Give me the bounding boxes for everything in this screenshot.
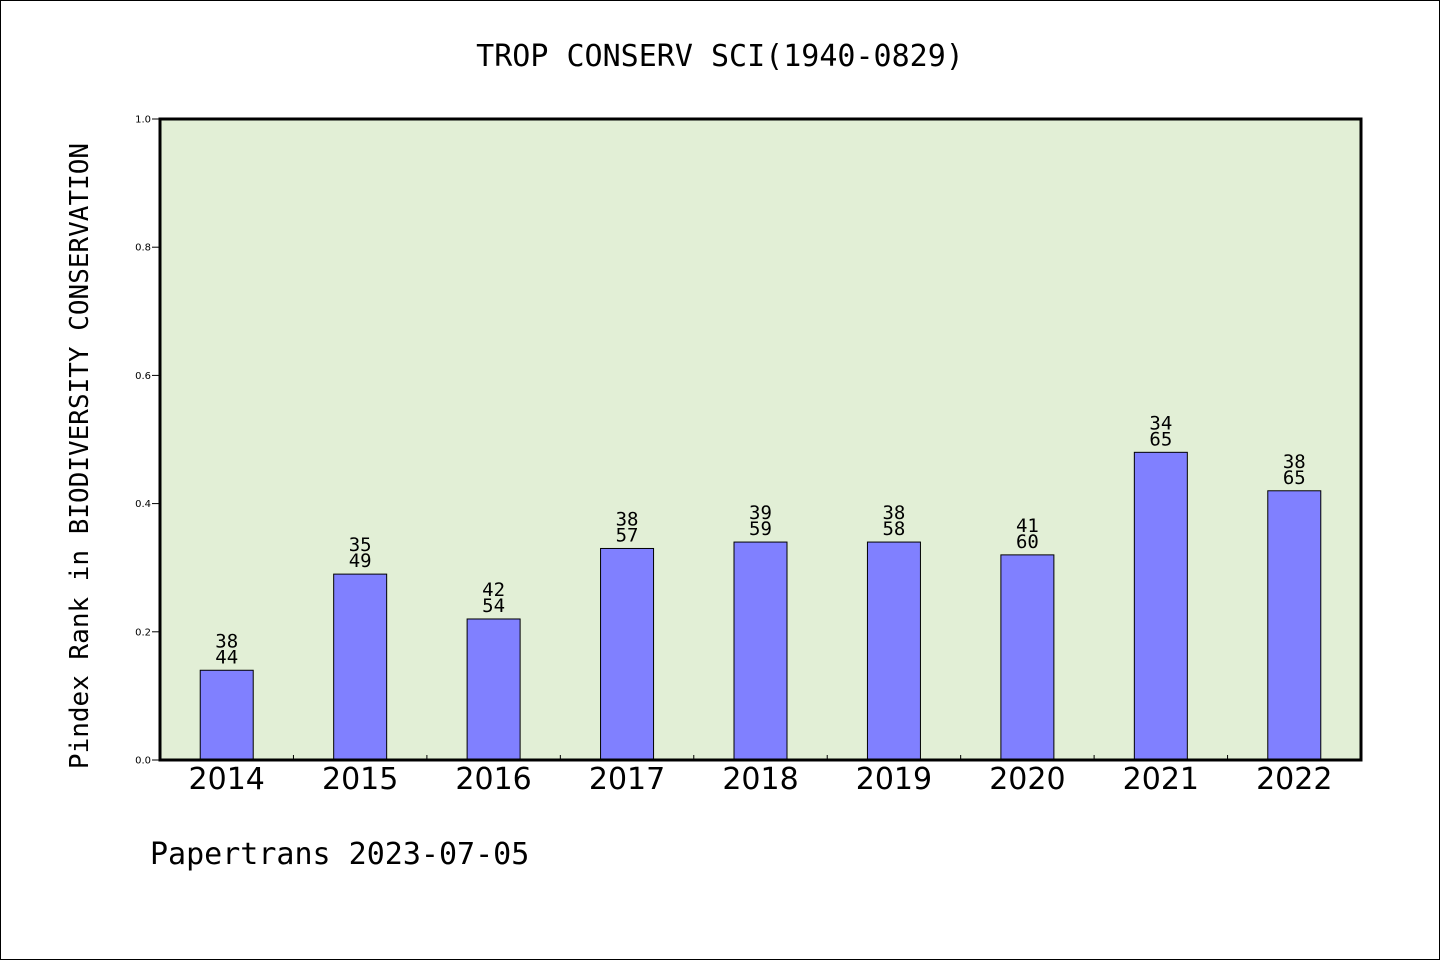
bar-label-top: 38 [882, 502, 905, 524]
x-axis: 2014 2015 2016 2017 2018 2019 2020 2021 2022 [189, 755, 1332, 797]
x-tick-label: 2019 [856, 762, 932, 797]
x-tick-label: 2021 [1123, 762, 1199, 797]
bar-label-top: 42 [482, 579, 505, 601]
y-tick-label: 0.6 [135, 371, 151, 382]
y-tick-label: 0.0 [135, 756, 151, 767]
x-tick-label: 2017 [589, 762, 665, 797]
bar-label-top: 35 [349, 534, 372, 556]
bar-label-bottom: 65 [1283, 467, 1306, 489]
bar [1133, 451, 1188, 761]
bar-label-bottom: 59 [749, 518, 772, 540]
bar-label-top: 38 [1283, 451, 1306, 473]
bar [866, 541, 921, 761]
x-tick-label: 2020 [989, 762, 1065, 797]
bar-label-bottom: 57 [616, 524, 639, 546]
bar-label-top: 41 [1016, 515, 1039, 537]
x-tick-label: 2016 [455, 762, 531, 797]
x-tick-label: 2015 [322, 762, 398, 797]
bar-label-bottom: 44 [215, 646, 238, 668]
y-axis-label: Pindex Rank in BIODIVERSITY CONSERVATION [65, 143, 95, 769]
bar-label-bottom: 60 [1016, 531, 1039, 553]
y-tick-label: 0.2 [135, 627, 151, 638]
y-tick-label: 1.0 [135, 115, 151, 126]
bar-label-bottom: 49 [349, 550, 372, 572]
bar-label-top: 38 [616, 508, 639, 530]
bar [600, 547, 655, 761]
bar [1267, 490, 1322, 761]
bar [1000, 554, 1055, 761]
bar-label-top: 34 [1149, 412, 1172, 434]
chart-title: TROP CONSERV SCI(1940-0829) [476, 39, 964, 74]
x-tick-label: 2014 [189, 762, 265, 797]
y-tick-label: 0.4 [135, 499, 151, 510]
bar [733, 541, 788, 761]
y-axis: 0.0 0.2 0.4 0.6 0.8 1.0 [135, 115, 160, 767]
plot-border [158, 117, 1363, 762]
bar-label-bottom: 58 [882, 518, 905, 540]
x-tick-label: 2018 [722, 762, 798, 797]
bar-label-bottom: 54 [482, 595, 505, 617]
footer-credit: Papertrans 2023-07-05 [150, 837, 529, 872]
y-tick-label: 0.8 [135, 243, 151, 254]
bar [466, 618, 521, 761]
bar [199, 669, 254, 761]
bar [333, 573, 388, 761]
x-tick-label: 2022 [1256, 762, 1332, 797]
bar-label-bottom: 65 [1149, 428, 1172, 450]
bar-label-top: 39 [749, 502, 772, 524]
bar-label-top: 38 [215, 630, 238, 652]
bars-group [199, 451, 1322, 761]
